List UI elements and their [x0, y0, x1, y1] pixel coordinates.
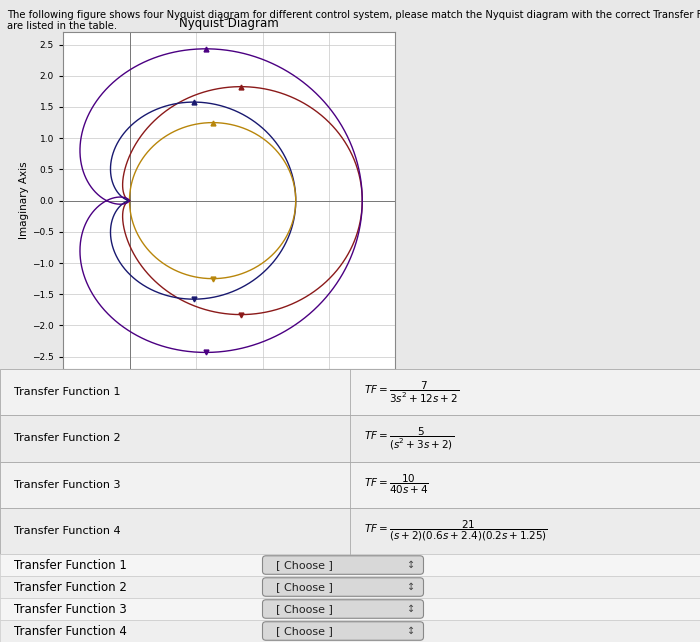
Text: ↕: ↕ [407, 626, 416, 636]
Text: Transfer Function 2: Transfer Function 2 [14, 580, 127, 593]
Text: [ Choose ]: [ Choose ] [276, 604, 333, 614]
Text: Transfer Function 1: Transfer Function 1 [14, 559, 127, 571]
Text: [ Choose ]: [ Choose ] [276, 626, 333, 636]
Text: Transfer Function 1: Transfer Function 1 [14, 387, 120, 397]
Text: Transfer Function 4: Transfer Function 4 [14, 625, 127, 638]
Text: $TF = \dfrac{21}{(s+2)(0.6s+2.4)(0.2s+1.25)}$: $TF = \dfrac{21}{(s+2)(0.6s+2.4)(0.2s+1.… [364, 519, 547, 543]
Text: The following figure shows four Nyquist diagram for different control system, pl: The following figure shows four Nyquist … [7, 10, 700, 21]
Text: $TF = \dfrac{10}{40s+4}$: $TF = \dfrac{10}{40s+4}$ [364, 473, 429, 496]
Text: $TF = \dfrac{5}{(s^2+3s+2)}$: $TF = \dfrac{5}{(s^2+3s+2)}$ [364, 426, 454, 451]
Title: Nyquist Diagram: Nyquist Diagram [179, 17, 279, 30]
Text: ↕: ↕ [407, 604, 416, 614]
Text: Transfer Function 2: Transfer Function 2 [14, 433, 120, 444]
Text: Transfer Function 4: Transfer Function 4 [14, 526, 120, 536]
Text: are listed in the table.: are listed in the table. [7, 21, 117, 31]
Text: $TF = \dfrac{7}{3s^2+12s+2}$: $TF = \dfrac{7}{3s^2+12s+2}$ [364, 379, 459, 405]
Text: Transfer Function 3: Transfer Function 3 [14, 603, 127, 616]
Text: Transfer Function 3: Transfer Function 3 [14, 480, 120, 490]
Y-axis label: Imaginary Axis: Imaginary Axis [20, 162, 29, 239]
Text: [ Choose ]: [ Choose ] [276, 582, 333, 592]
Text: [ Choose ]: [ Choose ] [276, 560, 333, 570]
Text: ↕: ↕ [407, 560, 416, 570]
Text: ↕: ↕ [407, 582, 416, 592]
X-axis label: Real Axis: Real Axis [206, 393, 253, 403]
